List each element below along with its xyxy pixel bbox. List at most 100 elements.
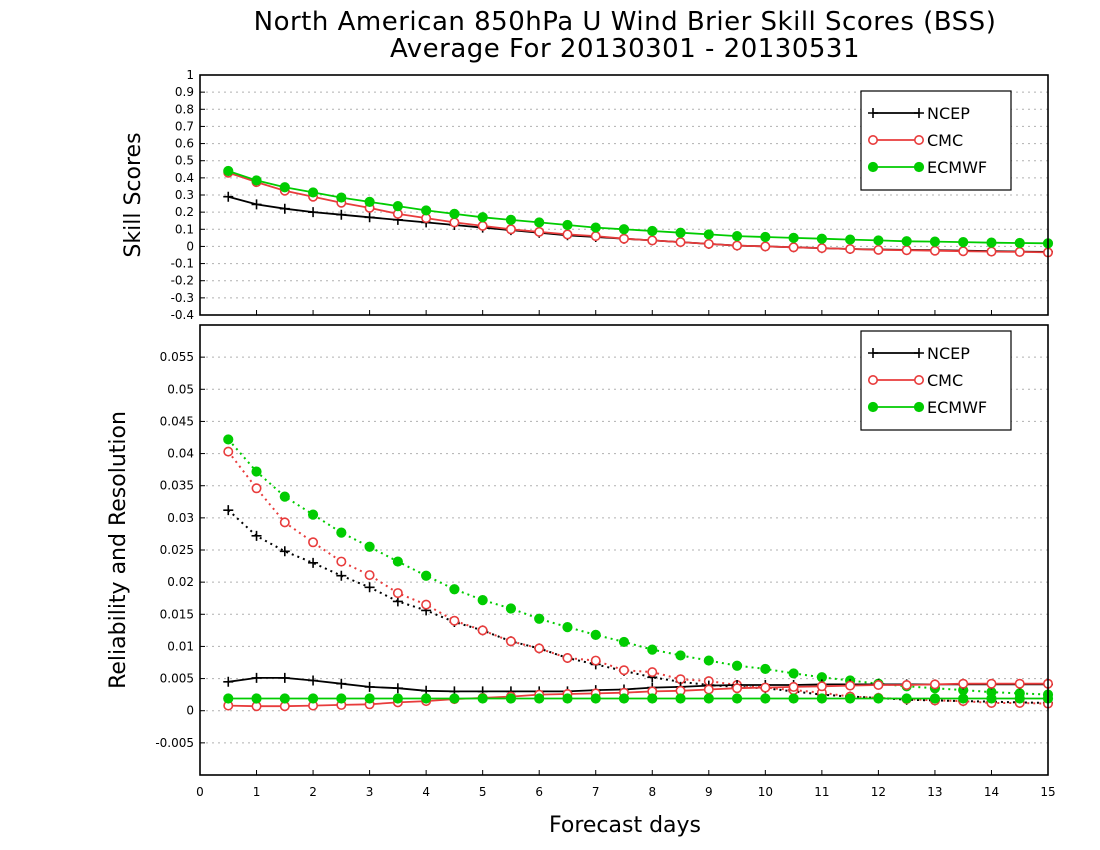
series-ecmwf-resolution (223, 434, 1054, 700)
data-point (449, 217, 460, 228)
legend-marker (867, 135, 878, 146)
legend-label: ECMWF (927, 398, 987, 417)
legend-label: NCEP (927, 104, 970, 123)
legend-marker (913, 374, 924, 385)
data-point (1014, 237, 1025, 249)
data-point (562, 229, 573, 240)
y-tick-label: 0 (186, 239, 194, 253)
data-point (788, 668, 799, 679)
data-point (562, 652, 573, 663)
data-point (251, 466, 262, 477)
legend-marker (868, 348, 878, 358)
data-point (760, 231, 771, 243)
data-point (618, 665, 629, 676)
data-point (505, 603, 517, 614)
data-point (364, 212, 375, 223)
x-tick-label: 15 (1040, 785, 1055, 799)
data-point (307, 509, 319, 520)
data-point (873, 235, 884, 246)
x-tick-label: 8 (648, 785, 656, 799)
data-point (251, 199, 262, 210)
data-point (590, 655, 601, 666)
data-point (421, 599, 432, 610)
y-tick-label: 0.025 (160, 543, 194, 557)
legend-marker (867, 374, 878, 385)
data-point (929, 679, 940, 690)
data-point (477, 693, 488, 704)
data-point (675, 237, 686, 248)
data-point (223, 505, 234, 516)
x-tick-label: 3 (366, 785, 374, 799)
data-point (251, 693, 262, 704)
data-point (901, 236, 912, 247)
data-point (449, 615, 460, 626)
data-point (336, 209, 347, 220)
data-point (788, 681, 799, 692)
y-tick-label: -0.2 (171, 274, 194, 288)
data-point (392, 693, 403, 704)
data-point (929, 236, 941, 247)
data-point (1014, 246, 1025, 257)
data-point (449, 693, 460, 704)
y-tick-label: 0.4 (175, 171, 194, 185)
legend-marker (868, 108, 878, 118)
data-point (279, 182, 290, 193)
data-point (873, 244, 884, 255)
y-tick-label: 0.005 (160, 672, 194, 686)
data-point (364, 681, 375, 692)
data-point (251, 483, 262, 494)
data-point (251, 175, 262, 186)
plot-frame (199, 324, 1049, 776)
legend-marker (867, 401, 879, 413)
data-point (505, 693, 517, 704)
x-tick-label: 5 (479, 785, 487, 799)
data-point (816, 693, 827, 704)
x-tick-label: 7 (592, 785, 600, 799)
data-point (534, 217, 545, 228)
data-point (647, 667, 658, 678)
data-point (421, 693, 432, 704)
y-tick-label: 0.035 (160, 479, 194, 493)
x-tick-label: 11 (814, 785, 829, 799)
series-cmc (223, 167, 1054, 258)
data-point (675, 693, 686, 704)
reliability-resolution-panel: 0.055 0.05 0.045 0.04 0.035 0.03 0.025 0.02 0.01… (155, 324, 1054, 776)
data-point (336, 556, 347, 567)
data-point (336, 570, 347, 581)
y-tick-label: 0.055 (160, 350, 194, 364)
data-point (477, 220, 488, 231)
data-point (392, 201, 403, 212)
data-point (562, 622, 573, 633)
legend: NCEP CMC ECMWF (860, 90, 1012, 191)
data-point (760, 693, 771, 704)
data-point (986, 678, 997, 689)
data-point (279, 203, 290, 214)
data-point (590, 231, 601, 242)
data-point (816, 233, 827, 244)
legend-marker (913, 401, 925, 413)
data-point (1014, 693, 1025, 704)
data-point (392, 556, 403, 567)
data-point (590, 693, 601, 704)
data-point (816, 243, 827, 254)
x-tick-label: 4 (422, 785, 430, 799)
data-point (477, 595, 488, 606)
legend-label: CMC (927, 131, 963, 150)
data-point (901, 245, 912, 256)
data-point (986, 246, 997, 257)
data-point (703, 684, 714, 695)
x-tick-label: 9 (705, 785, 713, 799)
data-point (788, 242, 799, 253)
data-point (1014, 678, 1025, 689)
y-tick-label: 1 (186, 68, 194, 82)
y-tick-label: 0.6 (175, 137, 194, 151)
data-point (336, 678, 347, 689)
data-point (845, 234, 856, 245)
data-point (307, 693, 319, 704)
x-tick-label: 12 (871, 785, 886, 799)
plot-frame (199, 74, 1049, 316)
data-point (223, 165, 234, 177)
data-point (336, 693, 347, 704)
series-line (227, 450, 1049, 705)
data-point (505, 636, 516, 647)
